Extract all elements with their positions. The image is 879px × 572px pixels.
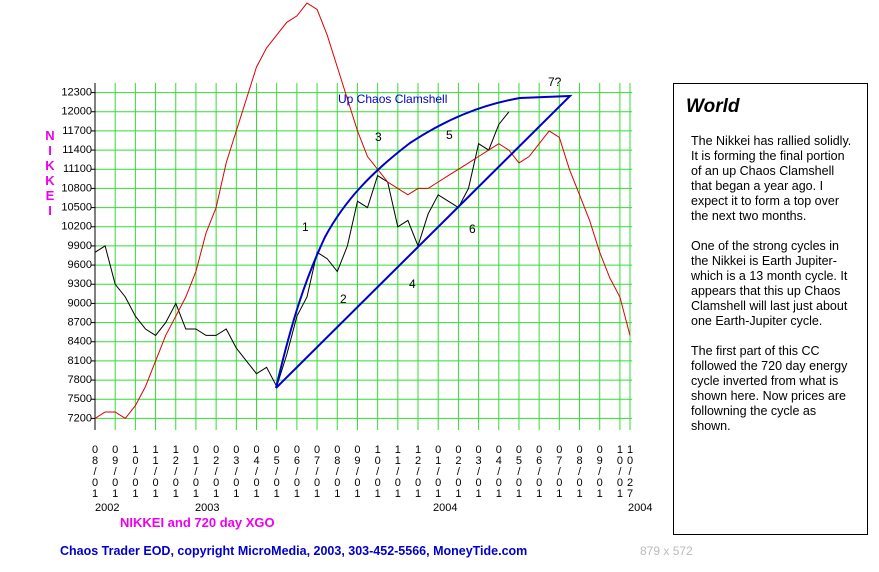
x-tick-label: 08/01	[89, 444, 101, 499]
x-tick-label: 07/01	[553, 444, 565, 499]
x-tick-label: 10/01	[129, 444, 141, 499]
x-tick-label: 08/01	[331, 444, 343, 499]
year-label: 2002	[95, 502, 119, 514]
x-tick-label: 04/01	[251, 444, 263, 499]
annotation: 3	[375, 130, 382, 144]
x-tick-label: 12/01	[170, 444, 182, 499]
x-tick-label: 02/01	[210, 444, 222, 499]
y-tick-label: 10200	[61, 221, 92, 233]
x-tick-label: 07/01	[311, 444, 323, 499]
year-label: 2004	[628, 502, 652, 514]
y-tick-label: 9000	[68, 297, 92, 309]
y-tick-label: 9300	[68, 278, 92, 290]
panel-paragraph: The first part of this CC followed the 7…	[691, 344, 848, 433]
y-tick-label: 10500	[61, 201, 92, 213]
y-tick-label: 11100	[63, 163, 92, 175]
x-tick-label: 10/01	[614, 444, 626, 499]
y-axis-label: NIKKEI	[43, 128, 58, 218]
x-tick-label: 10/01	[372, 444, 384, 499]
x-tick-label: 04/01	[493, 444, 505, 499]
panel-paragraph: The Nikkei has rallied solidly. It is fo…	[691, 134, 852, 223]
footer: Chaos Trader EOD, copyright MicroMedia, …	[60, 544, 527, 558]
annotation: 1	[302, 220, 309, 234]
x-tick-label: 10/27	[624, 444, 636, 499]
x-tick-label: 01/01	[190, 444, 202, 499]
x-tick-label: 01/01	[432, 444, 444, 499]
y-tick-label: 12000	[61, 106, 92, 118]
x-tick-label: 05/01	[271, 444, 283, 499]
y-tick-label: 8700	[68, 316, 92, 328]
annotation: Up Chaos Clamshell	[338, 92, 447, 106]
annotation: 6	[469, 222, 476, 236]
panel-title: World	[686, 96, 740, 117]
caption: NIKKEI and 720 day XGO	[120, 515, 275, 530]
grid-layer	[94, 83, 632, 430]
x-tick-label: 03/01	[473, 444, 485, 499]
y-tick-label: 8400	[68, 336, 92, 348]
panel-paragraph: One of the strong cycles in the Nikkei i…	[691, 239, 848, 328]
clamshell	[275, 94, 573, 389]
y-tick-label: 7200	[68, 412, 92, 424]
x-tick-label: 03/01	[230, 444, 242, 499]
annotation: 2	[340, 292, 347, 306]
y-tick-label: 7800	[68, 374, 92, 386]
series-line	[94, 2, 631, 420]
line-layer	[94, 2, 631, 420]
y-tick-label: 10800	[61, 182, 92, 194]
x-tick-label: 02/01	[452, 444, 464, 499]
y-tick-label: 11700	[62, 125, 92, 137]
x-tick-label: 09/01	[109, 444, 121, 499]
x-tick-label: 12/01	[412, 444, 424, 499]
size-label: 879 x 572	[640, 544, 693, 558]
y-tick-label: 9900	[68, 240, 92, 252]
side-panel: World The Nikkei has rallied solidly. It…	[673, 83, 868, 535]
x-tick-label: 11/01	[150, 444, 162, 499]
x-tick-label: 09/01	[594, 444, 606, 499]
y-tick-label: 11400	[62, 144, 92, 156]
series-line	[94, 111, 510, 388]
x-tick-label: 05/01	[513, 444, 525, 499]
x-tick-label: 06/01	[533, 444, 545, 499]
x-tick-label: 11/01	[392, 444, 404, 499]
annotation: 4	[409, 277, 416, 291]
annotation: 5	[446, 128, 453, 142]
year-label: 2003	[195, 502, 219, 514]
annotation: 7?	[548, 75, 562, 89]
x-tick-label: 09/01	[351, 444, 363, 499]
x-tick-label: 06/01	[291, 444, 303, 499]
y-tick-label: 9600	[68, 259, 92, 271]
y-tick-label: 7500	[68, 393, 92, 405]
year-label: 2004	[433, 502, 457, 514]
y-tick-label: 12300	[61, 86, 92, 98]
y-tick-label: 8100	[68, 355, 92, 367]
x-tick-label: 08/01	[574, 444, 586, 499]
